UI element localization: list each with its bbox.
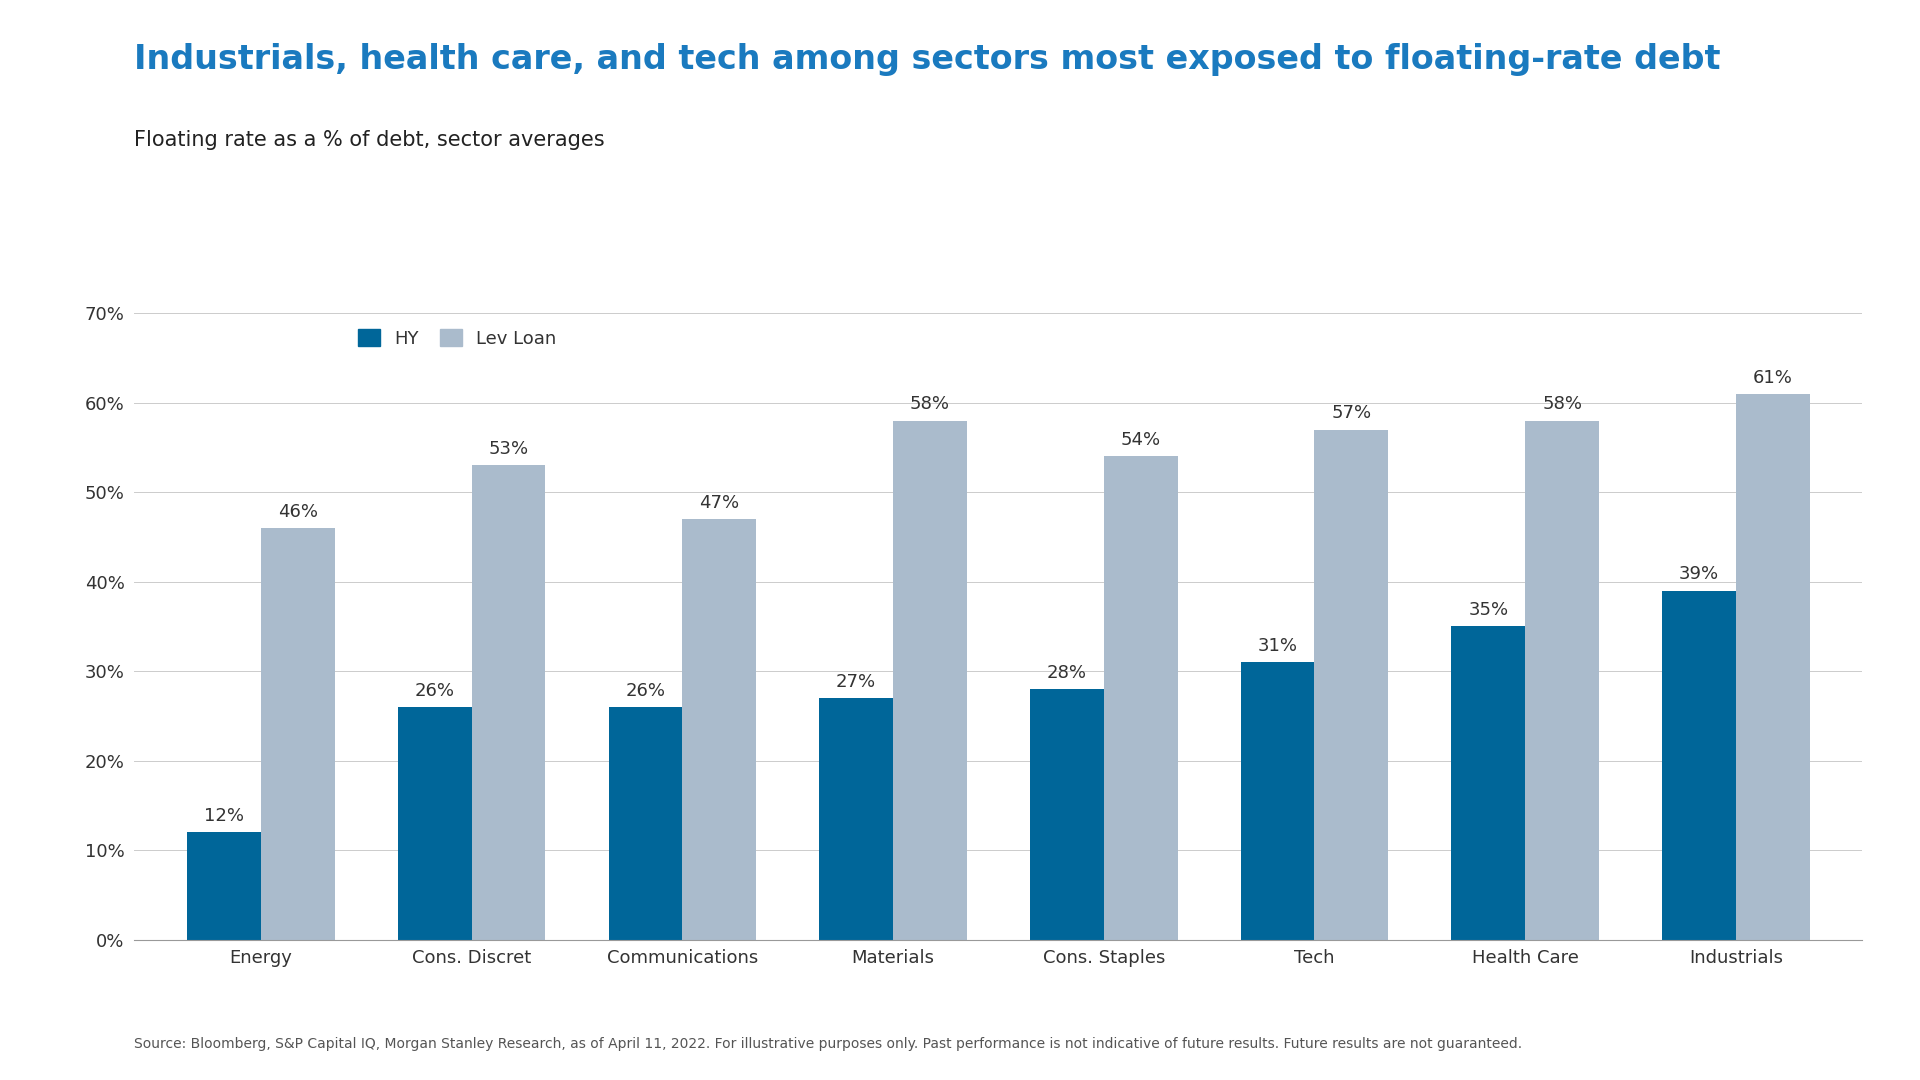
Text: 35%: 35% xyxy=(1469,602,1509,619)
Legend: HY, Lev Loan: HY, Lev Loan xyxy=(351,322,564,355)
Text: 57%: 57% xyxy=(1331,404,1371,422)
Text: 12%: 12% xyxy=(204,807,244,825)
Bar xyxy=(1104,457,1177,940)
Bar xyxy=(893,420,968,940)
Bar xyxy=(1315,430,1388,940)
Text: 58%: 58% xyxy=(910,395,950,414)
Text: 28%: 28% xyxy=(1046,664,1087,681)
Bar xyxy=(682,519,756,940)
Text: 46%: 46% xyxy=(278,503,317,521)
Text: 47%: 47% xyxy=(699,494,739,512)
Bar xyxy=(1240,662,1315,940)
Text: 26%: 26% xyxy=(626,681,666,700)
Text: 31%: 31% xyxy=(1258,637,1298,656)
Bar xyxy=(1029,689,1104,940)
Text: 39%: 39% xyxy=(1678,566,1718,583)
Bar xyxy=(1736,394,1811,940)
Text: 53%: 53% xyxy=(488,441,528,458)
Text: 26%: 26% xyxy=(415,681,455,700)
Bar xyxy=(1663,591,1736,940)
Text: Floating rate as a % of debt, sector averages: Floating rate as a % of debt, sector ave… xyxy=(134,130,605,150)
Text: 27%: 27% xyxy=(835,673,876,691)
Bar xyxy=(1524,420,1599,940)
Bar xyxy=(397,707,472,940)
Bar xyxy=(186,833,261,940)
Text: 58%: 58% xyxy=(1542,395,1582,414)
Bar xyxy=(1452,626,1524,940)
Bar xyxy=(820,698,893,940)
Bar xyxy=(261,528,334,940)
Text: Source: Bloomberg, S&P Capital IQ, Morgan Stanley Research, as of April 11, 2022: Source: Bloomberg, S&P Capital IQ, Morga… xyxy=(134,1037,1523,1051)
Text: 61%: 61% xyxy=(1753,368,1793,387)
Text: 54%: 54% xyxy=(1121,431,1162,449)
Text: Industrials, health care, and tech among sectors most exposed to floating-rate d: Industrials, health care, and tech among… xyxy=(134,43,1720,77)
Bar xyxy=(609,707,682,940)
Bar xyxy=(472,465,545,940)
